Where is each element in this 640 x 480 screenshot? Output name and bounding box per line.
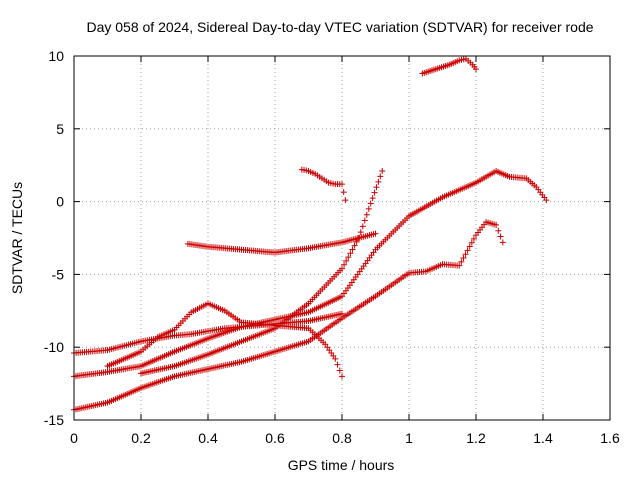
- data-point-arc6: [372, 230, 379, 237]
- data-point-arc5: [359, 223, 366, 230]
- data-point-arc5: [363, 211, 370, 218]
- data-point-arc7: [339, 181, 345, 188]
- data-point-arc5: [357, 229, 364, 236]
- x-axis-label: GPS time / hours: [288, 457, 395, 473]
- data-point-arc5: [349, 246, 356, 253]
- x-tick-label: 0.2: [131, 430, 151, 446]
- y-axis-label: SDTVAR / TECUs: [9, 182, 25, 294]
- data-point-arc5: [353, 238, 360, 245]
- data-point-arc5: [347, 250, 354, 257]
- data-point-arc5: [367, 200, 374, 207]
- data-point-arc1: [466, 243, 473, 250]
- data-point-arc5: [341, 261, 348, 268]
- chart-title: Day 058 of 2024, Sidereal Day-to-day VTE…: [86, 19, 593, 35]
- grid-lines: [74, 56, 610, 420]
- y-tick-label: -15: [44, 412, 64, 428]
- data-point-arc1: [456, 262, 463, 269]
- data-point-arc5: [361, 217, 368, 224]
- y-tick-label: 10: [48, 48, 64, 64]
- data-point-arc7: [342, 197, 349, 204]
- data-point-arc1: [495, 227, 502, 234]
- data-point-arc5: [373, 184, 380, 191]
- data-point-arc8: [473, 66, 479, 73]
- x-tick-label: 0.4: [198, 430, 218, 446]
- x-tick-label: 1.2: [466, 430, 486, 446]
- data-point-arc5: [369, 195, 376, 202]
- data-point-arc1: [460, 255, 467, 262]
- data-point-arc5: [345, 254, 352, 261]
- y-tick-label: 5: [56, 121, 64, 137]
- data-point-arc1: [462, 251, 469, 258]
- data-point-arc2: [543, 197, 550, 204]
- data-point-arc1: [464, 247, 471, 254]
- data-point-arc1: [497, 233, 504, 240]
- data-point-arc5: [339, 265, 345, 272]
- data-point-arc5: [377, 173, 384, 180]
- y-tick-label: -5: [52, 266, 65, 282]
- data-point-arc4: [336, 367, 343, 374]
- x-tick-label: 1.6: [600, 430, 620, 446]
- data-point-arc5: [375, 178, 382, 185]
- data-point-arc1: [468, 239, 475, 246]
- data-point-arc4: [334, 361, 341, 368]
- x-tick-label: 1: [405, 430, 413, 446]
- data-point-arc5: [365, 205, 372, 212]
- data-points: [71, 55, 550, 413]
- data-point-arc4: [332, 355, 339, 362]
- x-tick-label: 0: [70, 430, 78, 446]
- data-point-arc4: [339, 373, 345, 380]
- data-point-arc1: [493, 221, 500, 228]
- data-point-arc1: [499, 239, 506, 246]
- data-point-arc5: [351, 242, 358, 249]
- data-point-arc5: [343, 257, 350, 264]
- data-point-arc1: [470, 235, 477, 242]
- data-point-arc3: [339, 310, 345, 317]
- y-tick-label: 0: [56, 194, 64, 210]
- data-point-arc5: [379, 168, 386, 175]
- data-point-arc7: [340, 189, 347, 196]
- x-tick-label: 1.4: [533, 430, 553, 446]
- axis-ticks: 0 0.2 0.4 0.6 0.8 1 1.2 1.4 1.6 -15 -10 -5 0 5 10: [44, 48, 620, 446]
- data-point-arc1: [458, 258, 465, 265]
- y-tick-label: -10: [44, 339, 64, 355]
- plot-frame: [73, 55, 611, 421]
- x-tick-label: 0.6: [265, 430, 285, 446]
- data-point-arc5: [371, 189, 378, 196]
- x-tick-label: 0.8: [332, 430, 352, 446]
